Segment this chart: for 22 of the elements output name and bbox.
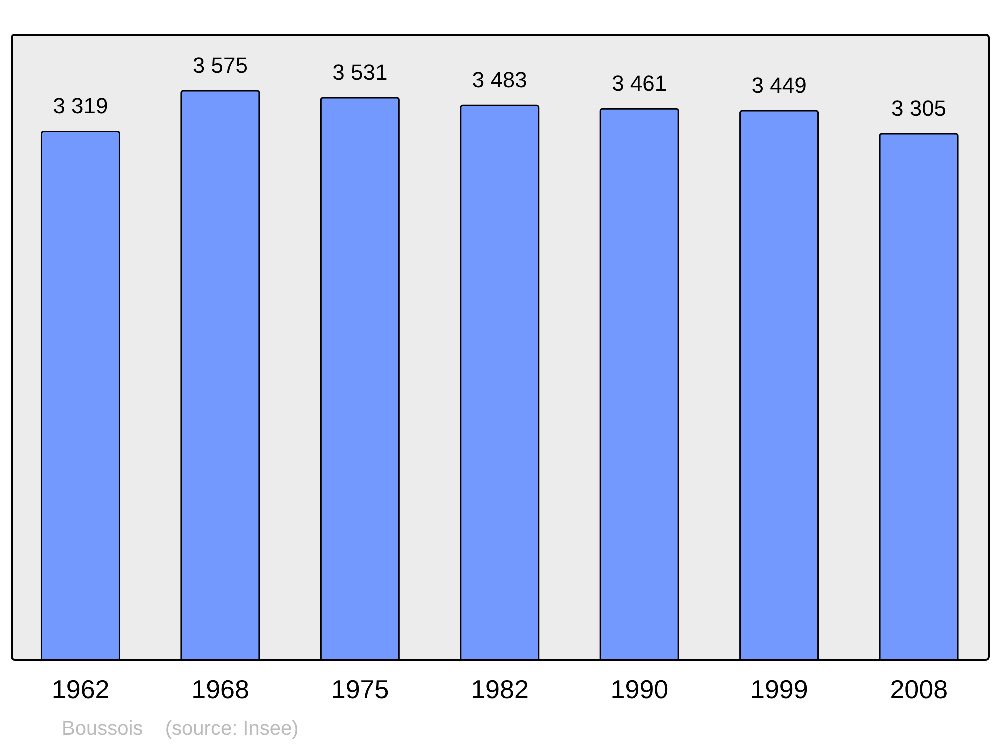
data-label: 3 575 bbox=[192, 53, 248, 78]
bar bbox=[180, 90, 260, 661]
text: Boussois (source: Insee) bbox=[62, 718, 299, 741]
data-label: 3 449 bbox=[752, 73, 807, 98]
x-tick-label: 2008 bbox=[890, 674, 948, 704]
bar bbox=[320, 97, 400, 661]
x-tick-label: 1968 bbox=[192, 674, 250, 704]
x-tick-label: 1975 bbox=[331, 674, 390, 704]
bar bbox=[460, 104, 540, 661]
data-label: 3 319 bbox=[53, 94, 108, 119]
data-label: 3 531 bbox=[332, 60, 388, 86]
x-tick-label: 1999 bbox=[750, 674, 808, 704]
x-tick-label: 1990 bbox=[610, 674, 669, 704]
data-label: 3 483 bbox=[472, 68, 528, 93]
bar bbox=[40, 130, 120, 661]
data-label: 3 305 bbox=[891, 96, 947, 121]
bar bbox=[600, 108, 680, 661]
bar bbox=[879, 133, 959, 661]
data-label: 3 461 bbox=[612, 71, 668, 96]
bar bbox=[740, 110, 820, 661]
x-tick-label: 1962 bbox=[52, 674, 110, 704]
x-tick-label: 1982 bbox=[471, 674, 529, 704]
